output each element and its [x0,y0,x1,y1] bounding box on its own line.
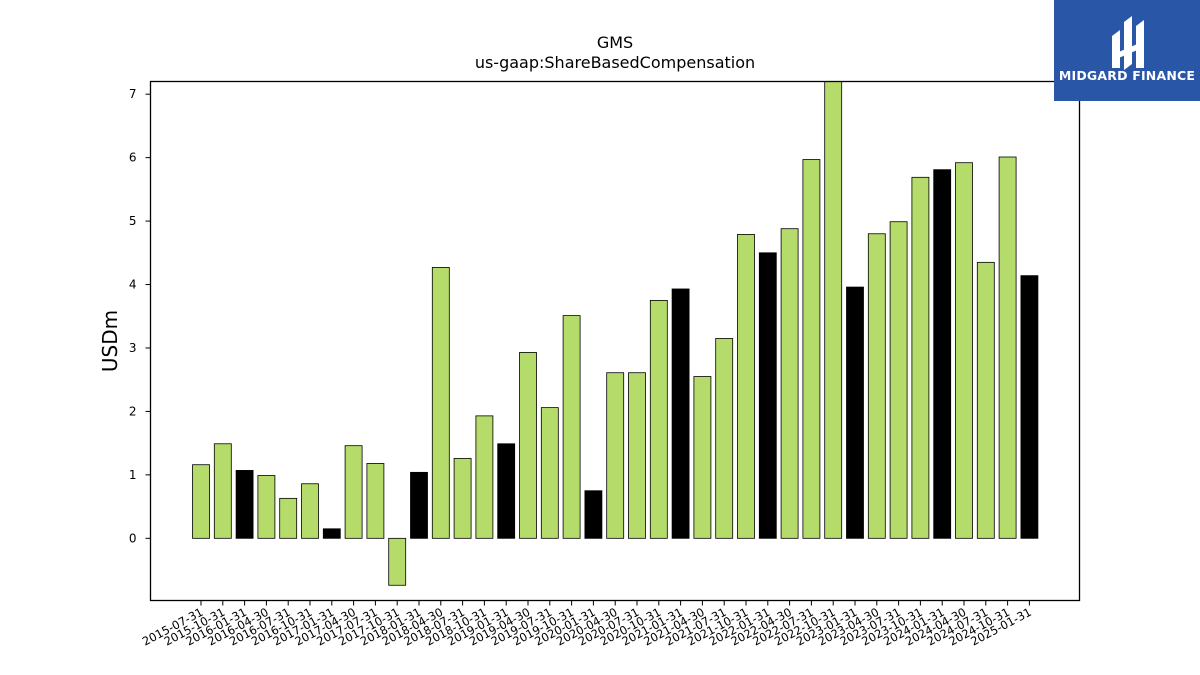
bar-2017-07-31 [366,463,385,539]
y-tick-label: 3 [129,341,137,355]
y-tick-label: 4 [129,278,137,292]
chart-title: GMS [597,33,633,52]
bar-2019-01-31 [497,443,516,539]
bar-2021-07-31 [715,338,734,539]
bar-2021-10-31 [737,234,755,539]
bar-2016-07-31 [279,497,298,539]
bar-2020-04-30 [606,372,625,539]
y-axis: 0 1 2 3 4 5 6 7 [129,87,151,545]
bar-2016-10-31 [301,483,319,539]
bar-2023-07-31 [889,221,908,539]
y-axis-label: USDm [98,310,122,372]
bar-2023-04-30 [867,233,886,539]
bar-2020-07-31 [628,372,646,539]
bar-2017-10-31 [388,537,407,586]
bar-2022-01-31 [758,252,777,539]
y-tick-label: 1 [129,468,137,482]
chart-subtitle: us-gaap:ShareBasedCompensation [475,53,755,72]
bar-2024-04-30 [955,162,973,539]
y-tick-label: 6 [129,151,137,165]
bar-2018-04-30 [431,266,450,539]
bar-2021-01-31 [671,288,690,539]
bar-2020-10-31 [649,299,668,539]
y-tick-label: 7 [129,87,137,101]
bar-2017-04-30 [344,445,363,539]
y-tick-label: 0 [129,531,137,545]
bar-2017-01-31 [322,528,341,539]
bar-2015-07-31 [192,464,210,539]
bar-2016-04-30 [257,475,276,539]
bar-2019-10-31 [562,315,581,539]
bar-2022-04-30 [780,228,799,539]
bar-2024-10-31 [998,156,1017,539]
bar-2018-07-31 [453,457,472,539]
bar-2015-10-31 [213,443,232,539]
bar-2023-10-31 [911,176,930,539]
bar-2025-01-31 [1020,275,1039,539]
bar-2018-10-31 [475,415,494,539]
logo-text: MIDGARD FINANCE [1058,68,1196,83]
y-tick-label: 2 [129,404,137,418]
y-tick-label: 5 [129,214,137,228]
x-axis: 2015-07-312015-10-312016-01-312016-04-30… [140,600,1034,649]
bar-2019-07-31 [540,407,559,539]
midgard-finance-logo: MIDGARD FINANCE [1054,0,1200,101]
bar-2022-10-31 [824,81,843,539]
bar-2016-01-31 [235,470,254,539]
bar-2024-07-31 [976,261,995,539]
bar-2023-01-31 [846,286,864,539]
bar-2020-01-31 [584,490,603,539]
midgard-logo-icon [1112,16,1144,70]
bar-2021-04-30 [693,376,712,539]
bars-group [192,81,1039,586]
bar-2022-07-31 [802,159,821,539]
bar-2019-04-30 [519,352,537,539]
bar-2024-01-31 [933,169,952,539]
bar-2018-01-31 [410,471,428,539]
